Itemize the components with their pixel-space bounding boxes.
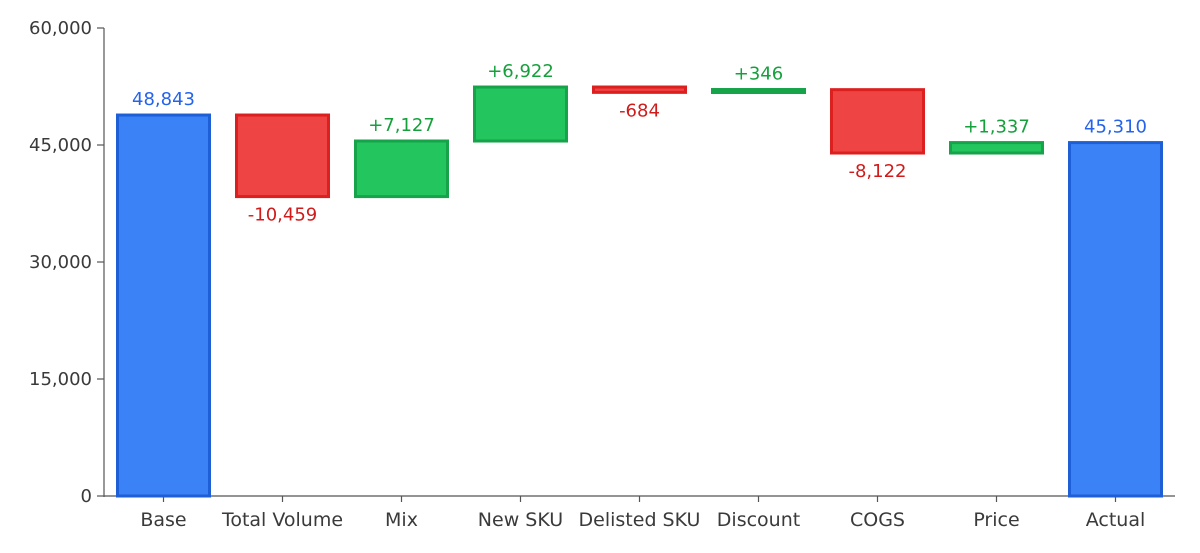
y-tick-label: 45,000 bbox=[29, 135, 92, 156]
x-tick-label: Mix bbox=[385, 509, 418, 531]
data-label: -684 bbox=[619, 100, 660, 121]
y-tick-label: 60,000 bbox=[29, 18, 92, 39]
bar-discount bbox=[711, 88, 806, 95]
data-label: -8,122 bbox=[848, 161, 906, 182]
axis-layer: 0 15,000 30,000 45,000 60,000 bbox=[29, 18, 1175, 507]
labels-layer: 48,843 Base -10,459 Total Volume +7,127 Mix +6… bbox=[132, 61, 1147, 531]
x-tick-label: COGS bbox=[850, 509, 905, 531]
bar-price bbox=[949, 141, 1044, 155]
bar-new-sku bbox=[473, 85, 568, 143]
y-tick-label: 15,000 bbox=[29, 369, 92, 390]
bar-total-volume bbox=[235, 113, 330, 199]
bar-mix bbox=[354, 139, 449, 199]
bars-layer bbox=[116, 85, 1163, 498]
bar-delisted-sku bbox=[592, 85, 687, 94]
data-label: 48,843 bbox=[132, 89, 195, 110]
data-label: +6,922 bbox=[487, 61, 554, 82]
x-tick-label: Total Volume bbox=[221, 509, 343, 531]
data-label: +346 bbox=[734, 64, 783, 85]
data-label: +1,337 bbox=[963, 117, 1030, 138]
data-label: -10,459 bbox=[248, 205, 317, 226]
y-tick-label: 0 bbox=[81, 486, 92, 507]
x-tick-label: Price bbox=[973, 509, 1019, 531]
bar-cogs bbox=[830, 88, 925, 155]
bar-actual bbox=[1068, 141, 1163, 498]
x-tick-label: New SKU bbox=[478, 509, 563, 531]
x-tick-label: Base bbox=[140, 509, 186, 531]
y-tick-label: 30,000 bbox=[29, 252, 92, 273]
x-tick-label: Discount bbox=[717, 509, 800, 531]
x-tick-label: Delisted SKU bbox=[579, 509, 701, 531]
data-label: 45,310 bbox=[1084, 117, 1147, 138]
data-label: +7,127 bbox=[368, 115, 435, 136]
bar-base bbox=[116, 113, 211, 498]
x-tick-label: Actual bbox=[1086, 509, 1146, 531]
